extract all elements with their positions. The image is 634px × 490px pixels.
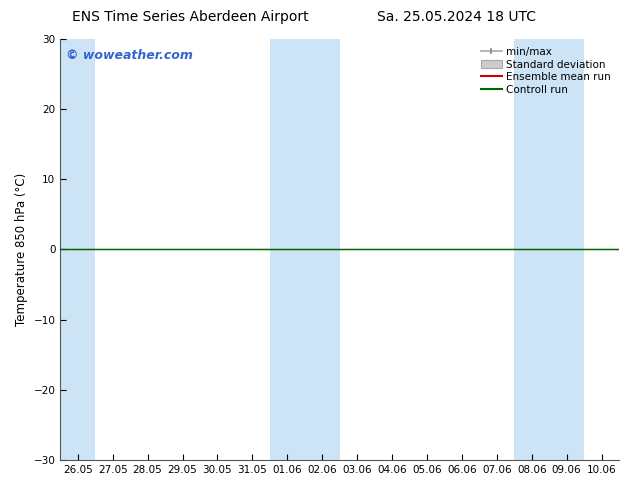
Y-axis label: Temperature 850 hPa (°C): Temperature 850 hPa (°C) [15, 173, 28, 326]
Bar [60, 39, 95, 460]
Legend: min/max, Standard deviation, Ensemble mean run, Controll run: min/max, Standard deviation, Ensemble me… [478, 44, 614, 98]
Text: © woweather.com: © woweather.com [66, 49, 193, 62]
Bar [514, 39, 584, 460]
Text: Sa. 25.05.2024 18 UTC: Sa. 25.05.2024 18 UTC [377, 10, 536, 24]
Bar [270, 39, 340, 460]
Text: ENS Time Series Aberdeen Airport: ENS Time Series Aberdeen Airport [72, 10, 309, 24]
